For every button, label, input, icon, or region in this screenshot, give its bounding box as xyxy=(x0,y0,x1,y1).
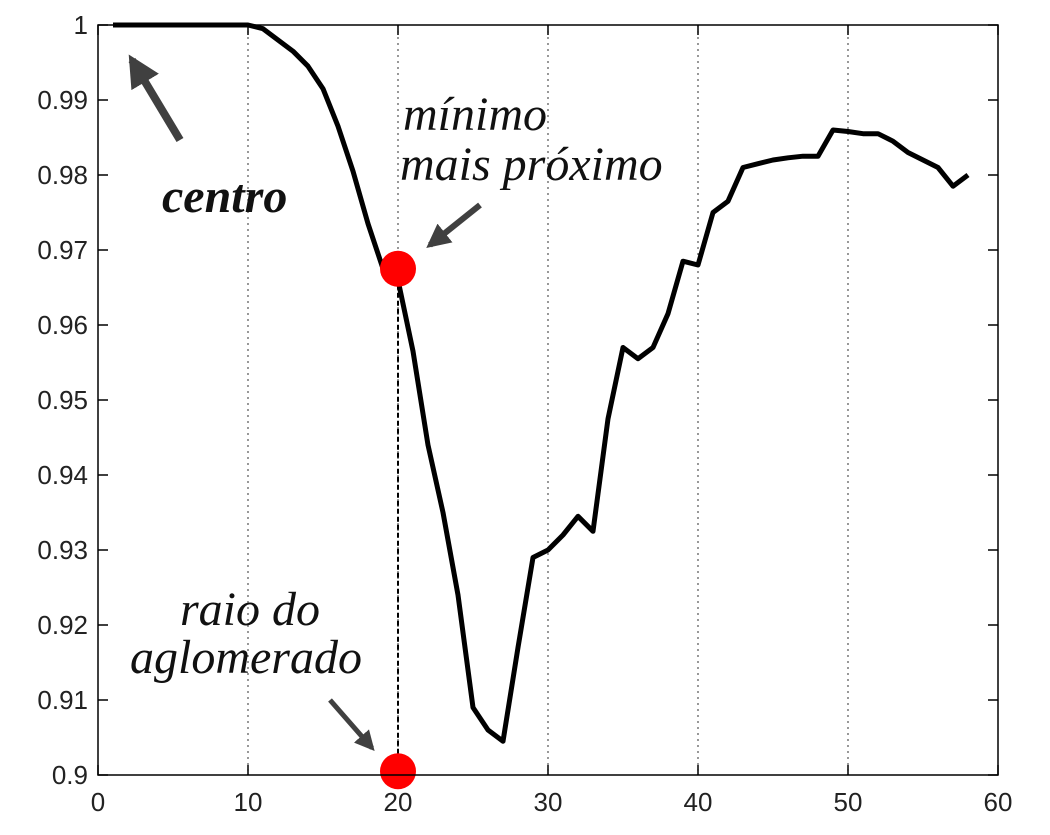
centro-label: centro xyxy=(162,170,287,223)
minimo-label-line1: mínimo xyxy=(403,88,547,141)
y-tick-label: 0.99 xyxy=(37,85,88,115)
x-tick-label: 60 xyxy=(984,787,1013,817)
y-tick-label: 0.95 xyxy=(37,385,88,415)
x-tick-label: 40 xyxy=(684,787,713,817)
y-tick-label: 0.92 xyxy=(37,610,88,640)
y-tick-label: 0.9 xyxy=(52,760,88,790)
y-tick-label: 0.98 xyxy=(37,160,88,190)
x-tick-label: 30 xyxy=(534,787,563,817)
series-line xyxy=(113,22,970,744)
y-tick-label: 0.96 xyxy=(37,310,88,340)
raio-label-line2: aglomerado xyxy=(130,631,362,684)
raio-arrow xyxy=(328,698,375,752)
y-tick-label: 0.93 xyxy=(37,535,88,565)
x-tick-label: 10 xyxy=(234,787,263,817)
y-tick-label: 0.91 xyxy=(37,685,88,715)
raio-label-line1: raio do xyxy=(180,583,320,636)
x-tick-label: 20 xyxy=(384,787,413,817)
minimo-label-line2: mais próximo xyxy=(400,138,663,191)
grid xyxy=(247,25,849,775)
centro-arrow xyxy=(128,54,184,143)
x-tick-label: 0 xyxy=(91,787,105,817)
y-tick-label: 0.94 xyxy=(37,460,88,490)
markers xyxy=(380,250,416,790)
y-tick-labels: 0.9 0.91 0.92 0.93 0.94 0.95 0.96 0.97 0.98 0.99 1 xyxy=(37,10,88,790)
nearest-minimum-marker xyxy=(380,250,416,287)
y-tick-label: 0.97 xyxy=(37,235,88,265)
y-tick-label: 1 xyxy=(74,10,88,40)
x-tick-labels: 0 10 20 30 40 50 60 xyxy=(91,787,1013,817)
cluster-radius-marker xyxy=(380,753,416,790)
minimo-arrow xyxy=(426,202,482,248)
plot-frame xyxy=(97,24,999,776)
x-tick-label: 50 xyxy=(834,787,863,817)
